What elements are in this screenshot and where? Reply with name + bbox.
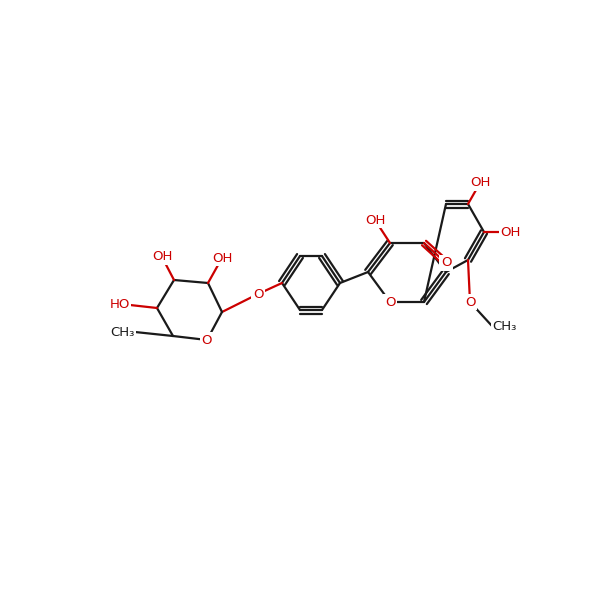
Text: OH: OH [212, 251, 232, 265]
Text: OH: OH [500, 226, 520, 238]
Text: OH: OH [152, 251, 172, 263]
Text: OH: OH [470, 176, 490, 190]
Text: O: O [441, 257, 451, 269]
Text: O: O [202, 334, 212, 346]
Text: O: O [385, 295, 395, 308]
Text: O: O [253, 287, 263, 301]
Text: CH₃: CH₃ [110, 325, 135, 338]
Text: CH₃: CH₃ [492, 319, 517, 332]
Text: O: O [465, 295, 475, 308]
Text: HO: HO [110, 298, 130, 311]
Text: OH: OH [365, 214, 385, 226]
